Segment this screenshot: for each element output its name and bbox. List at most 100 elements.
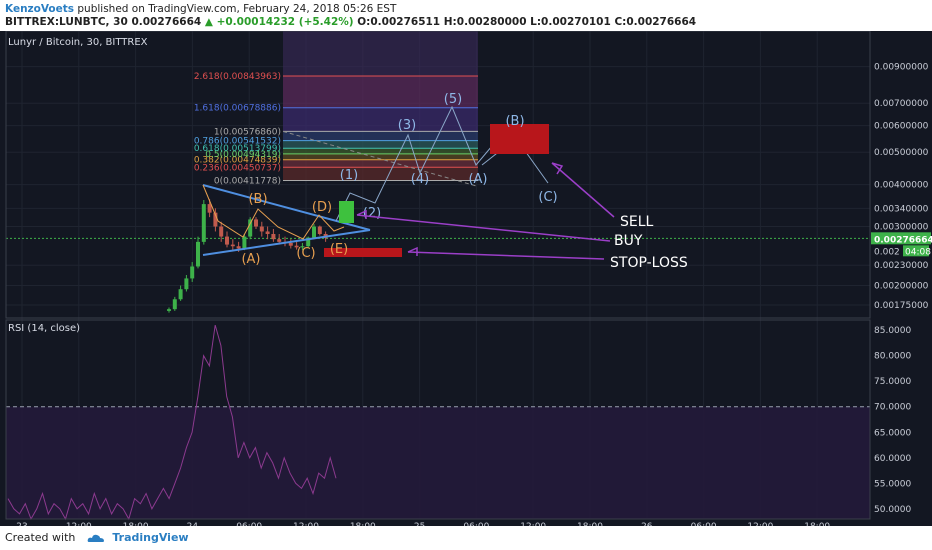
candle-body	[242, 236, 247, 249]
candle-body	[300, 246, 305, 248]
annotation-label: SELL	[620, 214, 654, 230]
x-tick-label: 12:00	[747, 522, 773, 526]
candle-body	[219, 226, 224, 237]
fib-zone	[283, 107, 478, 132]
x-tick-label: 23	[16, 522, 27, 526]
stop-loss-arrow	[407, 251, 605, 260]
rsi-panel	[6, 324, 870, 521]
rsi-y-tick-label: 70.0000	[874, 403, 911, 413]
candle-body	[213, 212, 218, 227]
created-with-text: Created with	[5, 531, 76, 544]
y-tick-label: 0.00175000	[874, 301, 929, 311]
wave-label: (D)	[312, 200, 332, 215]
fib-zone	[283, 76, 478, 108]
candle-body	[248, 219, 253, 237]
wave-label: (A)	[241, 252, 260, 267]
wave-label: (3)	[398, 118, 416, 133]
rsi-line	[7, 324, 337, 521]
candle-body	[271, 233, 276, 240]
tradingview-brand[interactable]: TradingView	[112, 531, 189, 544]
candle-body	[259, 226, 264, 232]
candles	[167, 199, 328, 313]
x-tick-label: 18:00	[123, 522, 149, 526]
fib-level-label: 0.5(0.00494319)	[205, 150, 281, 160]
fib-zone	[283, 153, 478, 160]
rsi-panel-frame	[5, 319, 871, 520]
main-panel-frame	[5, 31, 871, 319]
x-tick-label: 26	[641, 522, 653, 526]
fib-level-label: 0.382(0.00474839)	[194, 156, 281, 166]
y-tick-label: 0.00700000	[874, 99, 929, 109]
buy-arrow	[356, 214, 611, 242]
fib-trend-line	[282, 130, 479, 187]
wave-label: (B)	[505, 114, 524, 129]
ohlc-values: O:0.00276511 H:0.00280000 L:0.00270101 C…	[357, 16, 697, 28]
x-tick-label: 18:00	[577, 522, 603, 526]
buy-box	[339, 201, 354, 223]
stop-loss-zone	[324, 248, 402, 257]
candle-body	[294, 245, 299, 248]
candle-body	[178, 289, 183, 300]
sell-arrow	[551, 162, 615, 218]
rsi-title: RSI (14, close)	[8, 323, 80, 334]
x-tick-label: 12:00	[66, 522, 92, 526]
wave-label: (4)	[411, 172, 429, 187]
x-tick-label: 06:00	[236, 522, 262, 526]
rsi-y-tick-label: 65.0000	[874, 428, 911, 438]
candle-body	[207, 204, 212, 213]
y-tick-label: 0.00900000	[874, 63, 929, 73]
symbol-text: BITTREX:LUNBTC, 30 0.00276664	[5, 16, 202, 28]
candle-body	[172, 299, 177, 310]
rsi-y-tick-label: 80.0000	[874, 352, 911, 362]
annotation-label: BUY	[614, 233, 643, 249]
y-tick-label: 0.00600000	[874, 122, 929, 132]
orange-wave-path	[202, 184, 345, 240]
fib-level-label: 2.618(0.00843963)	[194, 72, 281, 82]
fib-zone-top	[283, 31, 478, 77]
y-tick-label: 0.00200000	[874, 282, 929, 292]
author-name[interactable]: KenzoVoets	[5, 3, 75, 15]
candle-body	[236, 246, 241, 249]
axes: 23 12:00 18:00 24 06:00 12:00 18:00 25 06:00 12:0…	[5, 31, 932, 526]
candle-body	[184, 278, 189, 290]
y-tick-label: 0.00300000	[874, 223, 929, 233]
y-tick-label: 0.00230000	[874, 261, 929, 271]
rsi-y-tick-label: 85.0000	[874, 326, 911, 336]
candle-body	[196, 241, 200, 267]
wave-label: (5)	[444, 92, 462, 107]
x-tick-label: 18:00	[350, 522, 376, 526]
countdown-tag	[903, 245, 929, 257]
wave-label: (1)	[340, 168, 358, 183]
publish-line: KenzoVoets published on TradingView.com,…	[5, 3, 396, 15]
drawings: (A)(B)(C)(D)(E)(1)(2)(3)(4)(5)(A)(B)(C)S…	[202, 92, 688, 271]
wave-label: (B)	[248, 192, 267, 207]
candle-body	[167, 309, 171, 311]
x-tick-label: 12:00	[520, 522, 546, 526]
buy-arrowhead	[356, 209, 367, 219]
last-price-partial: 0.002	[874, 247, 900, 257]
x-tick-label: 24	[187, 522, 199, 526]
rsi-y-tick-label: 75.0000	[874, 377, 911, 387]
wave-label: (A)	[468, 172, 487, 187]
wave-label: (C)	[296, 246, 315, 261]
candle-body	[265, 231, 270, 234]
chart-canvas[interactable]: 0(0.00411778) 0.236(0.00450737)0.382(0.00…	[0, 31, 932, 526]
candle-body	[190, 266, 195, 279]
fib-level-label: 0(0.00411778)	[214, 176, 281, 186]
fib-level-label: 1.618(0.00678886)	[194, 104, 281, 114]
cloud-icon	[87, 534, 104, 542]
chart-title: Lunyr / Bitcoin, 30, BITTREX	[8, 37, 148, 48]
fibonacci-retracement: 0(0.00411778) 0.236(0.00450737)0.382(0.00…	[194, 31, 479, 187]
footer: Created with TradingView	[5, 531, 189, 544]
candle-body	[225, 236, 229, 245]
triangle-lower-line	[202, 229, 371, 256]
x-tick-label: 12:00	[293, 522, 319, 526]
rsi-y-tick-label: 55.0000	[874, 479, 911, 489]
fib-level-label: 1(0.00576860)	[214, 127, 281, 137]
annotation-label: STOP-LOSS	[610, 255, 688, 271]
fib-level-label: 0.236(0.00450737)	[194, 163, 281, 173]
last-price-tag	[871, 232, 931, 245]
x-tick-label: 06:00	[463, 522, 489, 526]
x-tick-label: 06:00	[691, 522, 717, 526]
wave-label: (C)	[538, 190, 557, 205]
